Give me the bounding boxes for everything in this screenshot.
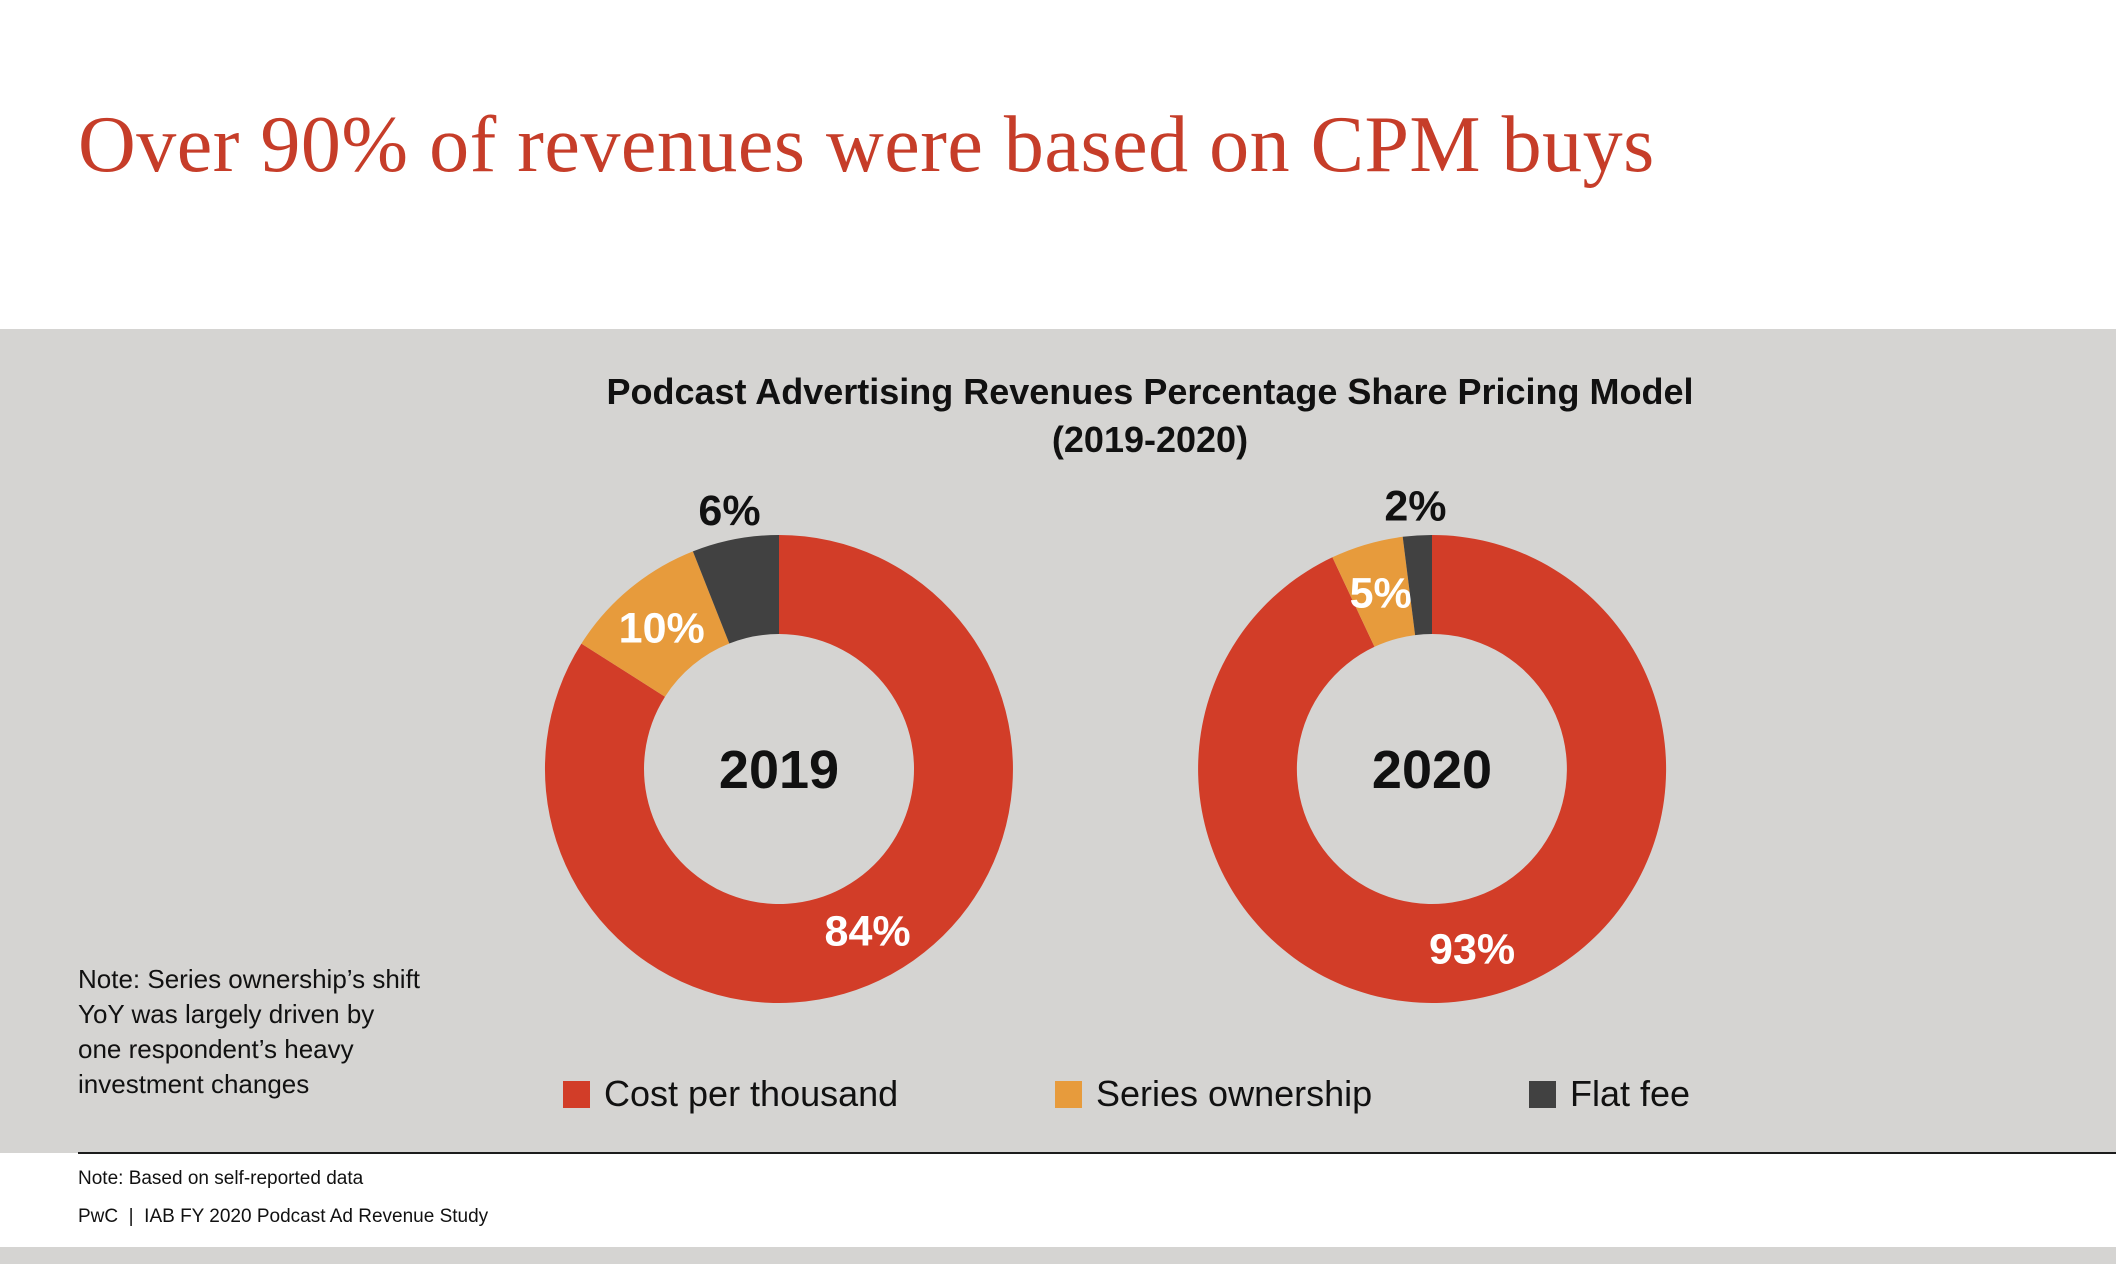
legend-item-cost-per-thousand: Cost per thousand [563, 1073, 899, 1114]
legend-label-series-ownership: Series ownership [1096, 1073, 1373, 1114]
legend-item-flat-fee: Flat fee [1529, 1073, 1691, 1114]
chart-background-band [0, 329, 2116, 1153]
donut-2020-slice-cost-per-thousand [1198, 535, 1667, 1003]
donut-2020-value-label-flat-fee: 2% [1384, 483, 1446, 531]
donut-2020-center-label: 2020 [1372, 740, 1492, 800]
chart-title: Podcast Advertising Revenues Percentage … [600, 368, 1700, 463]
side-note-line2: YoY was largely driven by [78, 999, 375, 1029]
chart-title-line2: (2019-2020) [1051, 418, 1249, 460]
chart-title-line1: Podcast Advertising Revenues Percentage … [606, 371, 1694, 412]
donut-2019-value-label-cost-per-thousand: 84% [825, 907, 911, 955]
side-note-line4: investment changes [78, 1069, 310, 1099]
legend-swatch-series-ownership-icon [1055, 1080, 1082, 1108]
donut-2020-slice-flat-fee [1402, 534, 1432, 636]
legend-label-flat-fee: Flat fee [1570, 1073, 1691, 1114]
footer-source: PwC | IAB FY 2020 Podcast Ad Revenue Stu… [78, 1206, 489, 1227]
legend-item-series-ownership: Series ownership [1055, 1073, 1373, 1114]
side-note-line3: one respondent’s heavy [78, 1034, 354, 1064]
legend-label-cost-per-thousand: Cost per thousand [604, 1073, 899, 1114]
donut-2019-value-label-flat-fee: 6% [698, 487, 760, 535]
side-note: Note: Series ownership’s shift YoY was l… [78, 962, 420, 1102]
page-title: Over 90% of revenues were based on CPM b… [78, 101, 1655, 189]
legend-swatch-cost-per-thousand-icon [563, 1080, 590, 1108]
footer-note: Note: Based on self-reported data [78, 1168, 364, 1189]
legend-swatch-flat-fee-icon [1529, 1080, 1556, 1108]
footer-divider [78, 1152, 2116, 1154]
side-note-line1: Note: Series ownership’s shift [78, 964, 421, 994]
donut-2019-center-label: 2019 [719, 740, 839, 800]
donut-2019-value-label-series-ownership: 10% [619, 604, 705, 652]
bottom-strip [0, 1247, 2116, 1264]
donut-2020-value-label-cost-per-thousand: 93% [1429, 926, 1515, 974]
donut-2020-slice-series-ownership [1332, 536, 1416, 647]
donut-2019-slice-cost-per-thousand [544, 535, 1013, 1003]
donut-2019-slice-series-ownership [581, 551, 730, 697]
donut-2020-value-label-series-ownership: 5% [1350, 569, 1412, 617]
donut-2019-slice-flat-fee [692, 535, 779, 644]
